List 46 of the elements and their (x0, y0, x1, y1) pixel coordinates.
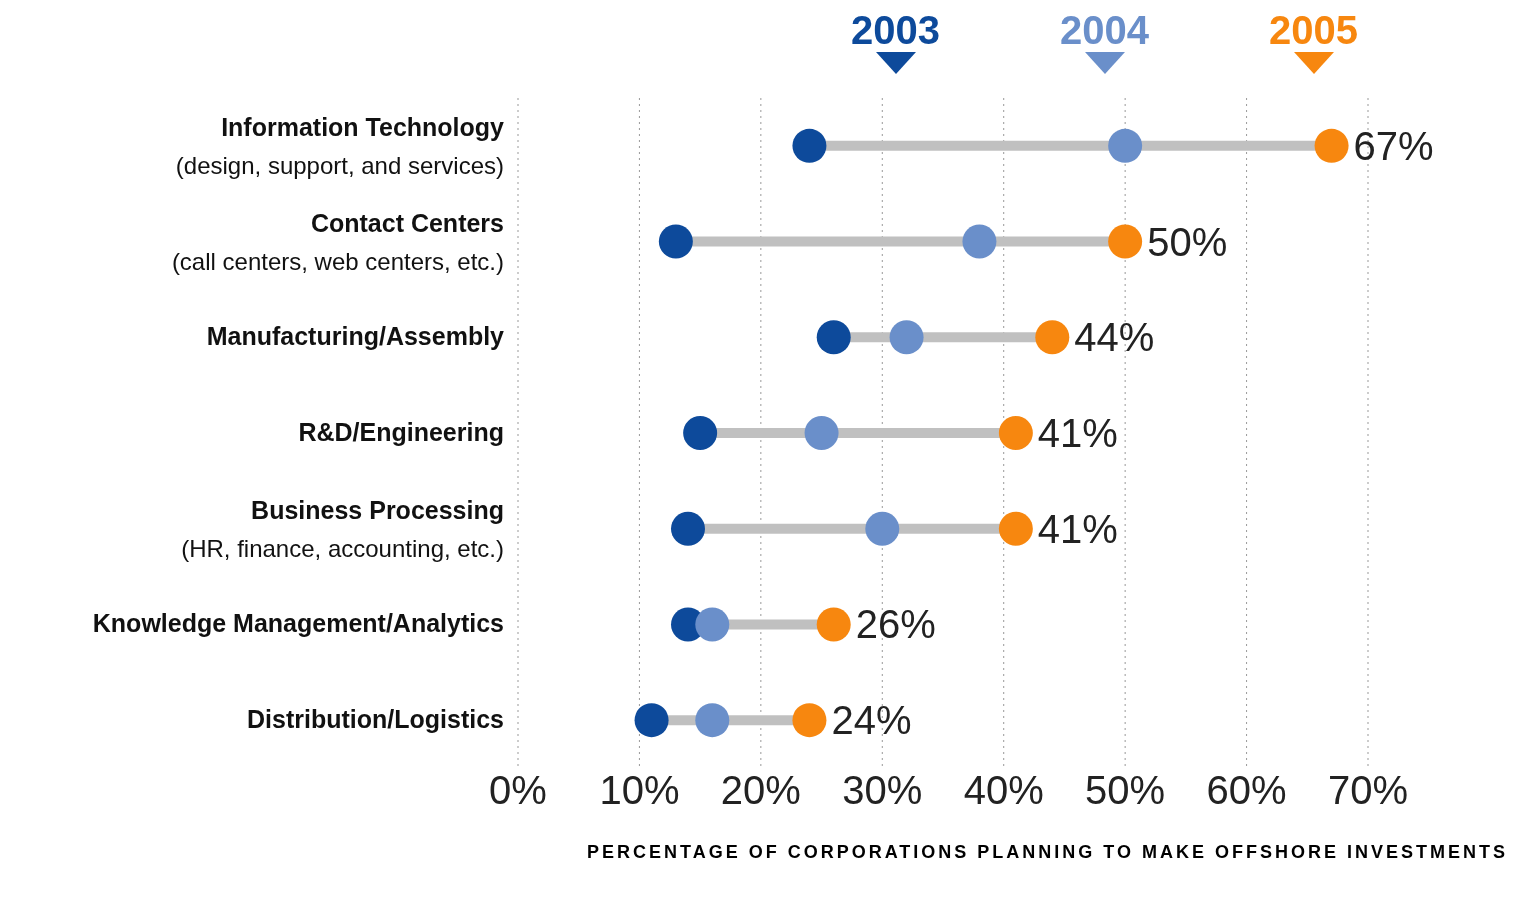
y-tick-label: R&D/Engineering (298, 418, 504, 446)
data-label: 41% (1037, 506, 1118, 551)
data-label: 44% (1074, 315, 1155, 360)
point (865, 511, 900, 546)
x-tick-label: 0% (489, 768, 547, 813)
x-tick-label: 60% (1206, 768, 1287, 813)
x-tick-label: 40% (963, 768, 1044, 813)
data-label: 50% (1147, 219, 1228, 264)
x-tick-label: 70% (1327, 768, 1409, 813)
x-tick-label: 20% (720, 768, 801, 813)
text: 2005 (1269, 8, 1358, 52)
point (816, 607, 851, 642)
x-tick-label: 30% (842, 768, 923, 813)
x-tick-label: 10% (599, 768, 680, 813)
point (683, 416, 718, 450)
point (804, 416, 839, 450)
point (889, 320, 924, 355)
point (658, 224, 693, 259)
text: 2003 (851, 8, 941, 52)
point (998, 416, 1033, 450)
point (1314, 128, 1349, 163)
point (1108, 224, 1143, 259)
x-axis-title: PERCENTAGE OF CORPORATIONS PLANNING TO MAKE OFFSHORE INVESTMENTS (585, 842, 1508, 863)
point (792, 128, 827, 163)
data-label: 67% (1353, 123, 1434, 168)
data-label: 24% (831, 698, 912, 743)
point (1035, 320, 1070, 355)
y-tick-label: Information Technology (design, support, and services) (175, 112, 505, 179)
point (695, 607, 730, 642)
data-label: 26% (855, 602, 936, 647)
y-tick-label: Distribution/Logistics (247, 705, 504, 734)
point (634, 703, 669, 738)
point (671, 511, 705, 546)
y-tick-label: Business Processing (HR, finance, accounting, etc.) (181, 495, 504, 562)
y-tick-label: Manufacturing/Assembly (206, 322, 505, 351)
point (998, 511, 1033, 546)
y-tick-label: Knowledge Management/Analytics (92, 609, 504, 638)
point (962, 224, 997, 259)
point (816, 320, 851, 355)
y-tick-label: Contact Centers (call centers, web centers, etc.) (171, 208, 504, 275)
x-tick-label: 50% (1085, 768, 1166, 813)
point (792, 703, 827, 738)
point (1108, 128, 1143, 163)
point (695, 703, 730, 738)
data-label: 41% (1037, 411, 1118, 455)
series-label: 2004 (1060, 8, 1150, 52)
